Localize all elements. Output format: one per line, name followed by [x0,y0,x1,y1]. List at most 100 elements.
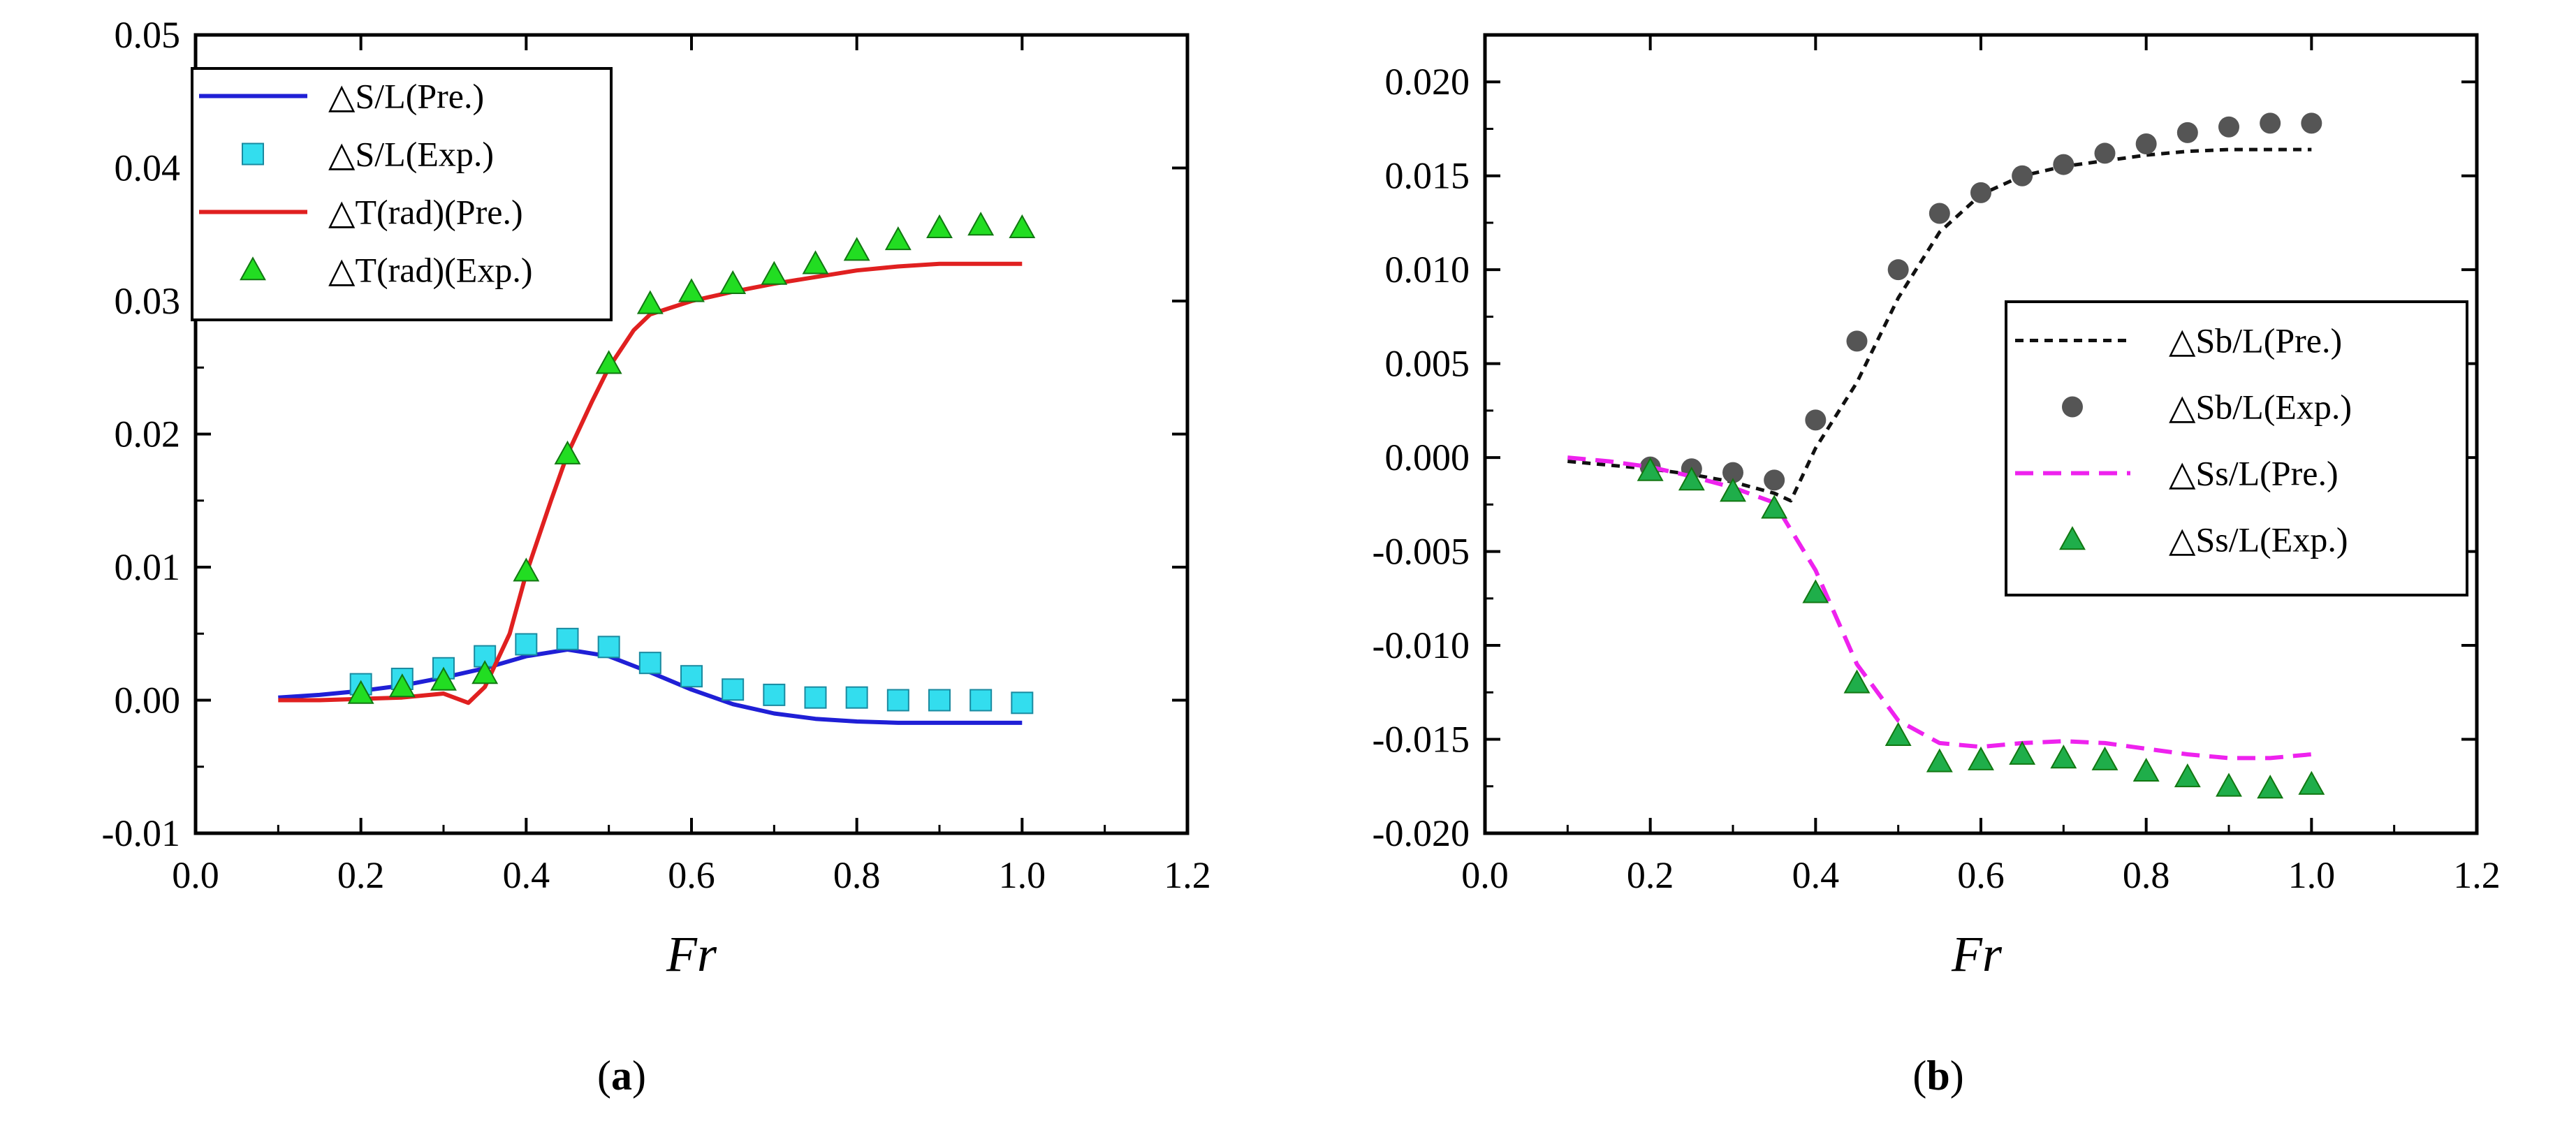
x-tick-label-a: 0.8 [833,854,881,896]
data-point-a-3 [719,270,747,295]
data-point-a-1 [597,636,620,659]
legend-marker-a-1 [242,142,264,166]
y-tick-label-a: -0.01 [102,812,180,854]
y-tick-label-a: 0.03 [115,280,181,322]
data-point-b-3 [1843,669,1871,694]
data-point-a-1 [515,633,538,656]
data-point-b-1 [2053,154,2074,175]
data-point-a-3 [636,290,664,314]
x-axis-title-a: Fr [666,926,717,982]
data-point-b-3 [1761,494,1788,519]
legend-label-a-0: △S/L(Pre.) [328,77,484,116]
data-point-a-3 [678,278,705,302]
panel-b: 0.0 0.2 0.4 0.6 0.8 1.0 1.2 -0.020 -0.015 -0.010 -… [1373,33,2501,1099]
data-point-b-3 [2050,745,2077,769]
y-tick-label-a: 0.00 [115,680,181,721]
data-point-a-3 [926,214,953,239]
x-tick-label-b: 0.8 [2123,854,2170,896]
data-point-b-3 [2009,740,2036,765]
data-point-a-1 [845,686,868,709]
legend-label-b-2: △Ss/L(Pre.) [2169,454,2339,493]
data-point-a-3 [388,673,416,698]
data-point-b-1 [1722,462,1743,483]
panel-letter-b: b [1926,1053,1949,1099]
data-point-b-3 [2132,757,2160,782]
legend-label-b-3: △Ss/L(Exp.) [2169,520,2348,559]
x-tick-label-a: 0.6 [668,854,715,896]
data-point-b-3 [1968,746,1994,770]
data-point-b-1 [1887,259,1909,281]
data-point-a-1 [638,652,661,675]
data-point-a-3 [595,350,622,374]
y-tick-label-a: 0.05 [115,14,181,56]
panel-caption-a: (a) [597,1053,646,1099]
panel-caption-b: (b) [1912,1053,1963,1099]
data-point-b-1 [1805,409,1827,431]
data-point-b-1 [1929,203,1950,224]
legend-marker-a-3 [240,256,266,281]
data-point-b-3 [2091,746,2118,770]
x-tick-label-a: 0.2 [337,854,385,896]
data-point-a-1 [556,627,579,650]
y-tick-label-b: -0.015 [1373,719,1470,761]
x-tick-label-b: 1.2 [2453,854,2501,896]
data-point-a-1 [763,683,786,706]
legend-label-b-1: △Sb/L(Exp.) [2169,388,2352,427]
data-point-b-3 [1885,721,1912,746]
data-point-a-3 [761,261,788,285]
data-point-a-3 [471,660,499,684]
data-point-b-1 [1970,182,1991,203]
y-tick-label-b: 0.010 [1385,249,1470,291]
legend-label-a-2: △T(rad)(Pre.) [328,193,523,232]
y-tick-label-b: -0.005 [1373,531,1470,573]
data-point-b-1 [2260,112,2281,134]
y-tick-label-a: 0.01 [115,546,181,588]
data-point-a-1 [1011,691,1034,715]
series-line-b-0 [1567,147,2312,503]
x-tick-label-a: 0.4 [503,854,550,896]
data-point-a-3 [347,680,374,704]
series-line-a-2 [278,261,1023,705]
y-tick-label-b: -0.010 [1373,624,1470,666]
data-point-b-1 [2094,142,2116,164]
data-point-b-1 [2218,116,2239,138]
x-tick-label-a: 1.0 [999,854,1046,896]
x-tick-label-a: 1.2 [1164,854,1211,896]
x-tick-label-b: 0.2 [1627,854,1674,896]
data-point-b-3 [1720,478,1746,502]
y-tick-label-b: -0.020 [1373,812,1470,854]
x-tick-label-a: 0.0 [172,854,219,896]
y-tick-label-b: 0.000 [1385,437,1470,478]
x-tick-label-b: 0.0 [1461,854,1509,896]
data-point-b-3 [1678,467,1705,491]
y-tick-label-a: 0.04 [115,147,181,189]
data-point-b-1 [2012,165,2033,186]
legend-a: △S/L(Pre.) △S/L(Exp.) △T(rad)(Pre.) △T(rad)… [191,67,613,321]
data-point-a-1 [969,689,993,712]
data-point-a-3 [430,666,457,691]
data-point-a-1 [886,689,909,712]
x-tick-label-b: 1.0 [2288,854,2336,896]
legend-label-a-3: △T(rad)(Exp.) [328,251,532,290]
legend-b: △Sb/L(Pre.) △Sb/L(Exp.) △Ss/L(Pre.) △Ss/L(E… [2005,300,2468,596]
legend-label-b-0: △Sb/L(Pre.) [2169,321,2342,360]
data-point-a-3 [843,237,870,261]
y-tick-label-b: 0.015 [1385,155,1470,197]
x-axis-title-b: Fr [1951,926,2003,982]
data-point-a-1 [928,689,951,712]
data-point-b-3 [2216,772,2242,797]
x-tick-label-b: 0.6 [1957,854,2005,896]
data-point-b-3 [2298,770,2325,795]
data-point-b-1 [1764,469,1785,491]
data-point-a-1 [680,665,703,688]
data-point-a-3 [1009,214,1036,239]
data-point-b-3 [2257,775,2284,799]
data-point-a-3 [554,440,581,464]
legend-label-a-1: △S/L(Exp.) [328,135,494,174]
legend-marker-b-1 [2062,396,2083,418]
legend-marker-b-3 [2059,526,2086,550]
data-point-a-3 [802,250,829,274]
data-point-b-3 [1802,579,1829,603]
